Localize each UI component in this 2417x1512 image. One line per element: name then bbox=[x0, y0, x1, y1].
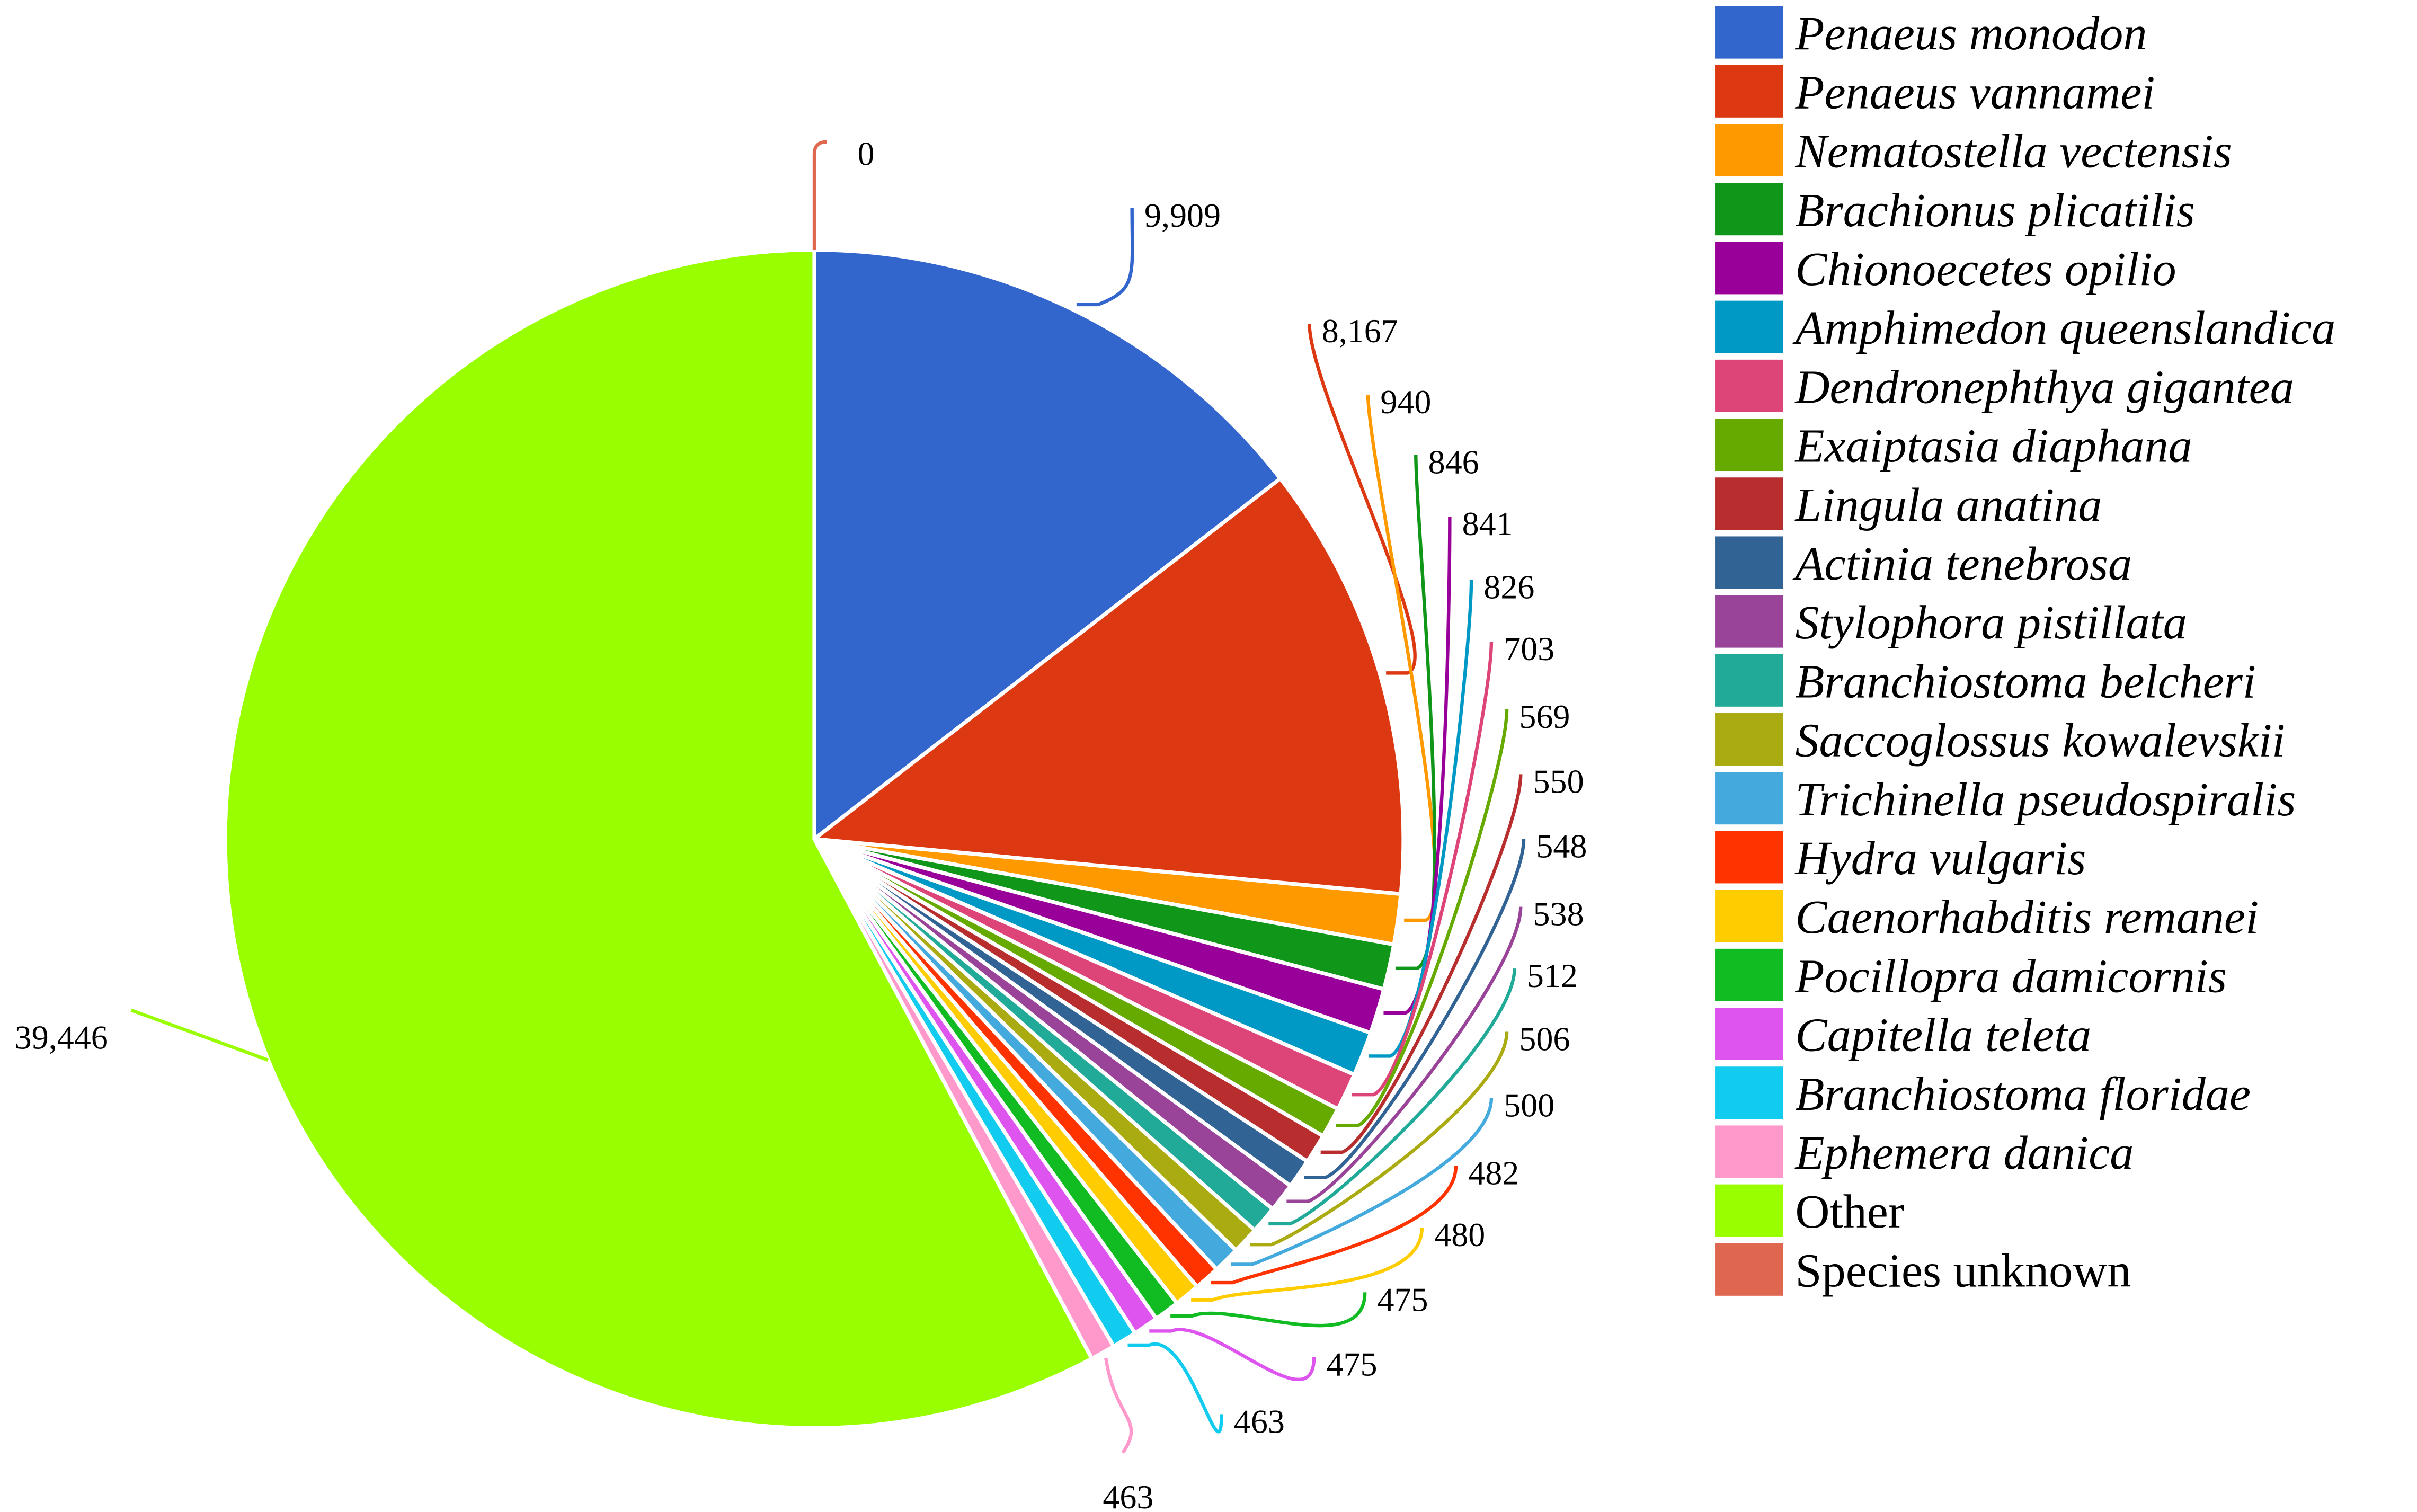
legend-label-trichinella-pseudospiralis: Trichinella pseudospiralis bbox=[1795, 773, 2296, 826]
legend-swatch-nematostella-vectensis bbox=[1715, 124, 1783, 177]
legend-label-stylophora-pistillata: Stylophora pistillata bbox=[1795, 596, 2187, 649]
value-label-penaeus-vannamei: 8,167 bbox=[1322, 312, 1398, 350]
leader-line-exaiptasia-diaphana bbox=[1336, 709, 1509, 1127]
legend-label-brachionus-plicatilis: Brachionus plicatilis bbox=[1795, 184, 2194, 237]
leader-line-pocillopra-damicornis bbox=[1170, 1292, 1367, 1328]
legend-swatch-hydra-vulgaris bbox=[1715, 831, 1783, 884]
legend-label-species-unknown: Species unknown bbox=[1795, 1244, 2131, 1297]
value-label-nematostella-vectensis: 940 bbox=[1380, 383, 1431, 421]
legend-label-chionoecetes-opilio: Chionoecetes opilio bbox=[1795, 243, 2176, 296]
value-label-lingula-anatina: 550 bbox=[1533, 762, 1584, 800]
leader-line-other bbox=[130, 1008, 269, 1062]
pie-slice-other bbox=[223, 247, 1095, 1430]
legend-swatch-pocillopra-damicornis bbox=[1715, 948, 1783, 1001]
legend-swatch-dendronephthya-gigantea bbox=[1715, 359, 1783, 412]
legend-swatch-capitella-teleta bbox=[1715, 1008, 1783, 1061]
value-label-chionoecetes-opilio: 841 bbox=[1462, 505, 1513, 542]
leader-line-hydra-vulgaris bbox=[1211, 1166, 1458, 1285]
leader-line-lingula-anatina bbox=[1320, 774, 1523, 1154]
legend-swatch-chionoecetes-opilio bbox=[1715, 242, 1783, 295]
leader-line-stylophora-pistillata bbox=[1286, 906, 1523, 1203]
legend-swatch-penaeus-monodon bbox=[1715, 6, 1783, 59]
leader-line-ephemera-danica bbox=[1104, 1357, 1133, 1454]
leader-line-dendronephthya-gigantea bbox=[1352, 641, 1494, 1097]
legend-swatch-branchiostoma-floridae bbox=[1715, 1066, 1783, 1119]
leader-line-branchiostoma-floridae bbox=[1127, 1342, 1223, 1434]
pie-slice-penaeus-vannamei bbox=[809, 476, 1406, 896]
leader-line-penaeus-vannamei bbox=[1308, 324, 1417, 675]
value-label-exaiptasia-diaphana: 569 bbox=[1519, 698, 1570, 735]
legend-swatch-penaeus-vannamei bbox=[1715, 65, 1783, 118]
legend-swatch-amphimedon-queenslandica bbox=[1715, 300, 1783, 353]
value-labels: 9,909 8,167 940 846 841 826 703 569 550 548 538 512… bbox=[15, 135, 1587, 1511]
legend-label-saccoglossus-kowalevskii: Saccoglossus kowalevskii bbox=[1795, 714, 2285, 767]
legend-swatch-actinia-tenebrosa bbox=[1715, 536, 1783, 589]
legend: Penaeus monodon Penaeus vannamei Nematoste… bbox=[1715, 6, 2335, 1297]
value-label-saccoglossus-kowalevskii: 506 bbox=[1519, 1020, 1570, 1057]
pie-slice-penaeus-monodon bbox=[812, 247, 1283, 843]
legend-swatch-other bbox=[1715, 1184, 1783, 1237]
value-label-capitella-teleta: 475 bbox=[1326, 1346, 1377, 1383]
leader-line-penaeus-monodon bbox=[1076, 208, 1134, 307]
legend-label-actinia-tenebrosa: Actinia tenebrosa bbox=[1792, 537, 2132, 590]
legend-label-branchiostoma-belcheri: Branchiostoma belcheri bbox=[1795, 655, 2256, 708]
leader-line-saccoglossus-kowalevskii bbox=[1250, 1031, 1509, 1247]
legend-label-dendronephthya-gigantea: Dendronephthya gigantea bbox=[1794, 360, 2294, 413]
value-label-actinia-tenebrosa: 548 bbox=[1536, 828, 1587, 865]
value-label-brachionus-plicatilis: 846 bbox=[1428, 443, 1479, 481]
legend-swatch-exaiptasia-diaphana bbox=[1715, 419, 1783, 472]
value-label-branchiostoma-floridae: 463 bbox=[1234, 1402, 1285, 1440]
pie-slices bbox=[223, 247, 1406, 1430]
value-label-penaeus-monodon: 9,909 bbox=[1144, 197, 1221, 234]
legend-swatch-ephemera-danica bbox=[1715, 1125, 1783, 1178]
legend-label-caenorhabditis-remanei: Caenorhabditis remanei bbox=[1795, 891, 2259, 944]
leader-line-actinia-tenebrosa bbox=[1304, 839, 1526, 1179]
legend-label-nematostella-vectensis: Nematostella vectensis bbox=[1794, 125, 2232, 178]
legend-label-capitella-teleta: Capitella teleta bbox=[1795, 1009, 2091, 1062]
legend-label-ephemera-danica: Ephemera danica bbox=[1794, 1126, 2134, 1179]
value-label-species-unknown: 0 bbox=[858, 135, 875, 172]
leader-line-species-unknown bbox=[812, 140, 827, 250]
legend-label-pocillopra-damicornis: Pocillopra damicornis bbox=[1794, 949, 2227, 1002]
legend-label-lingula-anatina: Lingula anatina bbox=[1794, 478, 2102, 531]
legend-label-other: Other bbox=[1795, 1185, 1904, 1238]
value-label-other: 39,446 bbox=[15, 1018, 108, 1056]
leader-lines bbox=[130, 140, 1526, 1454]
value-label-branchiostoma-belcheri: 512 bbox=[1527, 957, 1578, 994]
value-label-trichinella-pseudospiralis: 500 bbox=[1504, 1087, 1554, 1124]
legend-swatch-branchiostoma-belcheri bbox=[1715, 654, 1783, 707]
value-label-pocillopra-damicornis: 475 bbox=[1378, 1280, 1428, 1318]
leader-line-caenorhabditis-remanei bbox=[1191, 1228, 1424, 1302]
legend-label-penaeus-vannamei: Penaeus vannamei bbox=[1794, 66, 2155, 119]
legend-swatch-trichinella-pseudospiralis bbox=[1715, 772, 1783, 825]
leader-line-capitella-teleta bbox=[1149, 1328, 1316, 1381]
legend-swatch-brachionus-plicatilis bbox=[1715, 183, 1783, 236]
legend-label-exaiptasia-diaphana: Exaiptasia diaphana bbox=[1794, 420, 2192, 473]
value-label-caenorhabditis-remanei: 480 bbox=[1434, 1216, 1485, 1253]
value-label-hydra-vulgaris: 482 bbox=[1468, 1154, 1519, 1192]
leader-line-branchiostoma-belcheri bbox=[1268, 968, 1516, 1226]
leader-line-trichinella-pseudospiralis bbox=[1230, 1098, 1494, 1266]
value-label-amphimedon-queenslandica: 826 bbox=[1483, 568, 1534, 606]
legend-swatch-caenorhabditis-remanei bbox=[1715, 890, 1783, 942]
legend-swatch-stylophora-pistillata bbox=[1715, 595, 1783, 648]
legend-label-amphimedon-queenslandica: Amphimedon queenslandica bbox=[1792, 301, 2335, 354]
value-label-stylophora-pistillata: 538 bbox=[1533, 895, 1584, 933]
legend-swatch-lingula-anatina bbox=[1715, 477, 1783, 530]
value-label-dendronephthya-gigantea: 703 bbox=[1504, 630, 1554, 668]
value-label-ephemera-danica: 463 bbox=[1103, 1478, 1153, 1511]
legend-label-hydra-vulgaris: Hydra vulgaris bbox=[1794, 832, 2086, 885]
legend-swatch-saccoglossus-kowalevskii bbox=[1715, 713, 1783, 766]
legend-label-branchiostoma-floridae: Branchiostoma floridae bbox=[1795, 1068, 2251, 1120]
legend-label-penaeus-monodon: Penaeus monodon bbox=[1794, 7, 2147, 60]
legend-swatch-species-unknown bbox=[1715, 1243, 1783, 1296]
